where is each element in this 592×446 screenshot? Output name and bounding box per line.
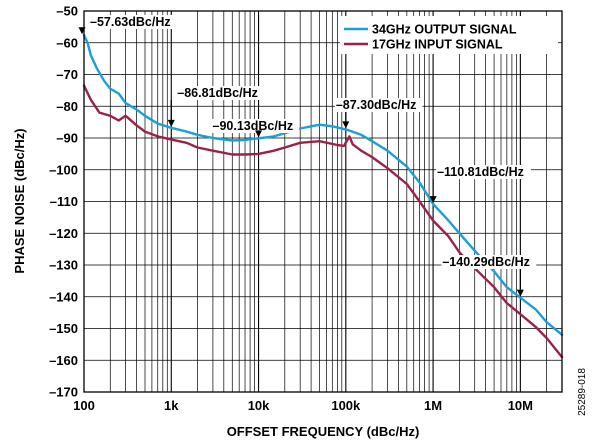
gridlines (84, 11, 562, 392)
annotation-backing (334, 98, 423, 112)
y-tick-label: –150 (49, 321, 78, 336)
y-tick-label: –130 (49, 258, 78, 273)
annotation-arrow-head (429, 196, 437, 204)
y-tick-label: –60 (56, 35, 78, 50)
legend-box (340, 16, 558, 54)
annotation-label: –110.81dBc/Hz (437, 165, 524, 179)
series-line-output (82, 33, 564, 336)
x-tick-label: 10M (508, 398, 533, 413)
y-axis-title: PHASE NOISE (dBc/Hz) (12, 128, 27, 273)
y-tick-label: –100 (49, 162, 78, 177)
annotation-arrow-head (342, 121, 350, 129)
annotation-label: –87.30dBc/Hz (336, 98, 417, 112)
x-tick-label: 10k (248, 398, 270, 413)
y-tick-label: –140 (49, 289, 78, 304)
y-tick-label: –80 (56, 99, 78, 114)
annotation-backing (176, 86, 264, 100)
y-tick-label: –90 (56, 131, 78, 146)
annotation-label: –57.63dBc/Hz (90, 15, 171, 29)
plot-frame (83, 10, 563, 393)
annotation-label: –140.29dBc/Hz (442, 255, 530, 269)
x-tick-label: 1k (164, 398, 179, 413)
annotation-arrow-head (516, 289, 524, 297)
x-tick-label: 100k (331, 398, 361, 413)
annotation-layer: –57.63dBc/Hz –86.81dBc/Hz –90.13dBc/Hz –87.… (78, 15, 537, 297)
y-tick-label: –170 (49, 385, 78, 400)
annotation-backing (436, 165, 531, 179)
y-tick-label: –110 (50, 194, 78, 209)
annotation-label: –86.81dBc/Hz (177, 86, 258, 100)
annotation-backing (89, 15, 177, 29)
figure-id: 25289-018 (577, 368, 588, 416)
y-tick-label: –50 (56, 4, 78, 19)
annotation-label: –90.13dBc/Hz (213, 119, 294, 133)
legend-entry: 17GHz INPUT SIGNAL (372, 38, 503, 52)
y-tick-label: –160 (49, 353, 78, 368)
legend-entry: 34GHz OUTPUT SIGNAL (372, 23, 517, 37)
tick-labels: –50 –60 –70 –80 –90 –100 –110 –120 –130 –140 –150 –… (49, 4, 533, 414)
annotation-backing (211, 119, 300, 133)
x-tick-label: 1M (424, 398, 442, 413)
annotation-backing (441, 255, 537, 269)
x-axis-title: OFFSET FREQUENCY (dBc/Hz) (227, 424, 420, 439)
y-tick-label: –120 (49, 226, 78, 241)
annotation-arrow-head (167, 119, 175, 127)
y-tick-label: –70 (56, 67, 78, 82)
annotation-arrow-head (255, 130, 263, 138)
x-tick-label: 100 (73, 398, 95, 413)
